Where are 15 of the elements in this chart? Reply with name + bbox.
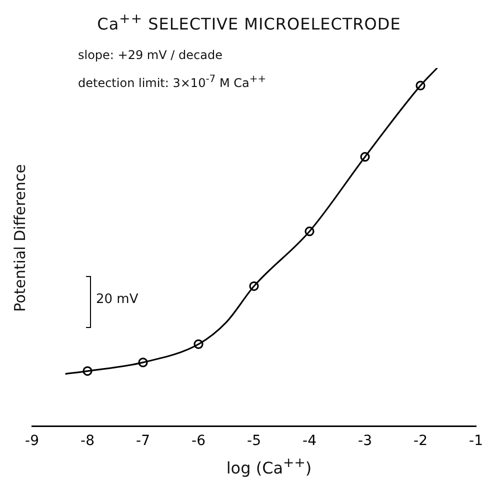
x-tick-label: -1	[469, 433, 483, 450]
x-tick-label: -6	[192, 433, 206, 450]
chart-title: Ca$^{++}$ SELECTIVE MICROELECTRODE	[96, 12, 402, 34]
x-tick-label: -4	[302, 433, 317, 450]
y-axis-title: Potential Difference	[11, 164, 29, 312]
annotation: 20 mV	[96, 292, 138, 307]
x-tick-label: -8	[80, 433, 94, 450]
x-tick-label: -9	[25, 433, 39, 450]
x-tick-label: -5	[247, 433, 261, 450]
x-tick-label: -7	[136, 433, 150, 450]
annotation: detection limit: 3×10$^{-7}$ M Ca$^{++}$	[78, 74, 266, 90]
x-tick-label: -3	[358, 433, 372, 450]
x-axis-title: log (Ca$^{++}$)	[225, 456, 313, 478]
text: slope: +29 mV / decade	[78, 48, 222, 62]
x-tick-label: -2	[414, 433, 428, 450]
